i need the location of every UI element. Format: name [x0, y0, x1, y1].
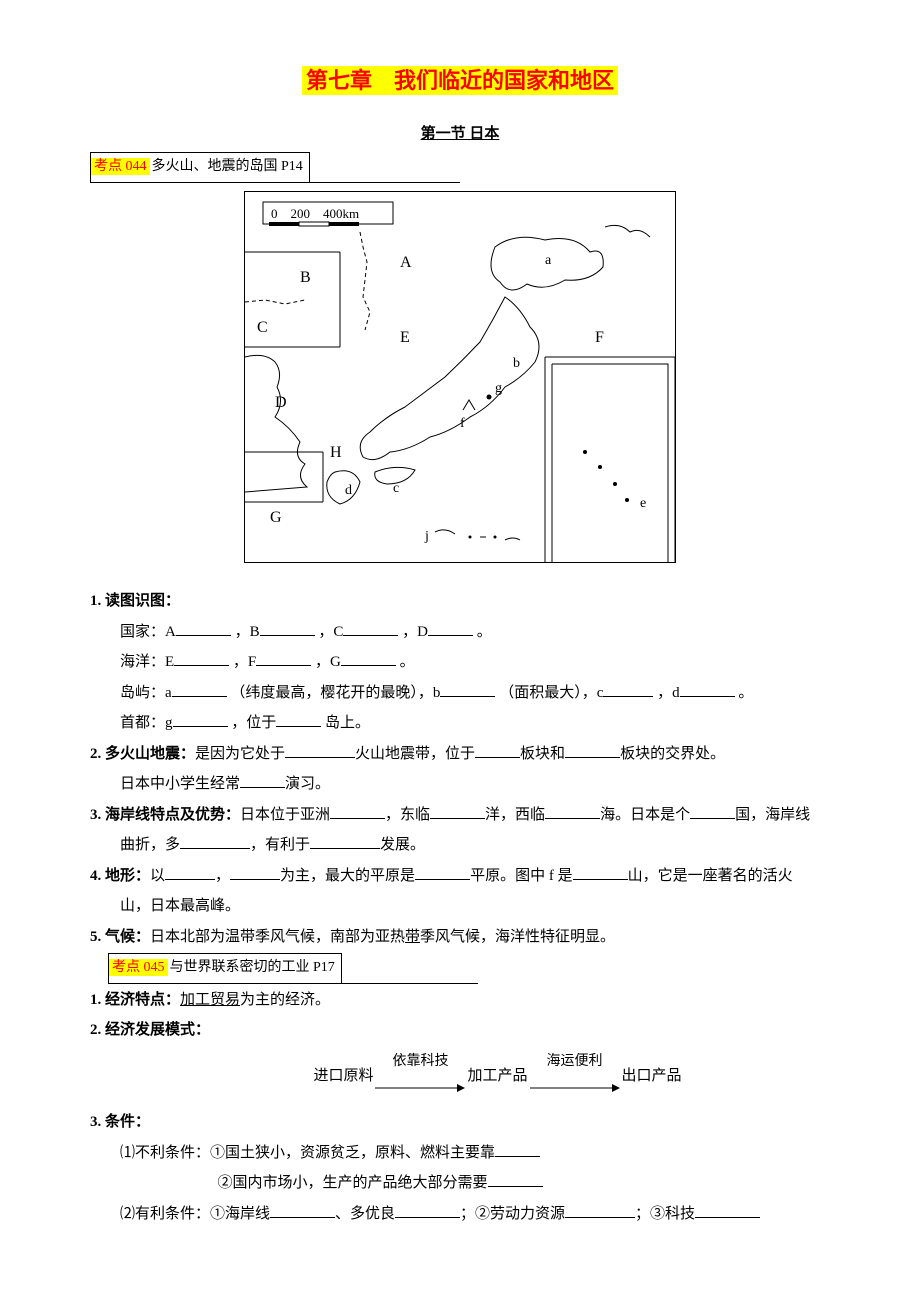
- section-title: 第一节 日本: [90, 120, 830, 149]
- flow-node-import: 进口原料: [313, 1062, 373, 1091]
- svg-text:B: B: [300, 269, 311, 286]
- japan-map: 0 200 400km A B C D E F G H a b c d e f …: [90, 191, 830, 574]
- svg-text:a: a: [545, 253, 552, 268]
- flow-label-tech: 依靠科技: [373, 1049, 467, 1076]
- q3: 3. 海岸线特点及优势：日本位于亚洲，东临洋，西临海。日本是个国，海岸线: [90, 801, 830, 830]
- svg-text:b: b: [513, 356, 520, 371]
- svg-text:A: A: [400, 254, 412, 271]
- q1-line-oceans: 海洋：E ，F ，G 。: [90, 648, 830, 677]
- svg-text:H: H: [330, 444, 342, 461]
- q4-line2: 山，日本最高峰。: [90, 892, 830, 921]
- svg-text:g: g: [495, 381, 502, 396]
- exam-point-044: 考点 044多火山、地震的岛国 P14: [90, 152, 830, 183]
- exam-point-045-tag: 考点 045: [109, 959, 168, 976]
- arrow-icon: [530, 1082, 620, 1094]
- svg-text:j: j: [424, 529, 429, 544]
- e3-head: 3. 条件：: [90, 1108, 830, 1137]
- svg-text:C: C: [257, 319, 268, 336]
- q1-line-capital: 首都：g ，位于 岛上。: [90, 709, 830, 738]
- exam-point-045-text: 与世界联系密切的工业 P17: [170, 960, 335, 975]
- e1: 1. 经济特点：加工贸易为主的经济。: [90, 986, 830, 1015]
- exam-point-044-tag: 考点 044: [91, 158, 150, 175]
- q5: 5. 气候：日本北部为温带季风气候，南部为亚热带季风气候，海洋性特征明显。: [90, 923, 830, 952]
- q1-line-islands: 岛屿：a （纬度最高，樱花开的最晚），b （面积最大），c ，d 。: [90, 679, 830, 708]
- svg-text:F: F: [595, 329, 604, 346]
- q2-line2: 日本中小学生经常演习。: [90, 770, 830, 799]
- chapter-title: 第七章 我们临近的国家和地区: [90, 60, 830, 102]
- svg-text:D: D: [275, 394, 287, 411]
- q1-head: 1. 读图识图：: [90, 587, 830, 616]
- map-scale-text: 0 200 400km: [271, 206, 359, 221]
- e3-line1a: ⑴不利条件：①国土狭小，资源贫乏，原料、燃料主要靠: [90, 1139, 830, 1168]
- q4: 4. 地形：以，为主，最大的平原是平原。图中 f 是山，它是一座著名的活火: [90, 862, 830, 891]
- economy-flow: 进口原料 依靠科技 加工产品 海运便利 出口产品: [165, 1049, 830, 1104]
- q3-line2: 曲折，多，有利于发展。: [90, 831, 830, 860]
- svg-text:e: e: [640, 496, 646, 511]
- svg-text:G: G: [270, 509, 282, 526]
- q2: 2. 多火山地震：是因为它处于火山地震带，位于板块和板块的交界处。: [90, 740, 830, 769]
- e3-line1b: ②国内市场小，生产的产品绝大部分需要: [90, 1169, 830, 1198]
- exam-point-044-text: 多火山、地震的岛国 P14: [152, 159, 303, 174]
- svg-text:E: E: [400, 329, 410, 346]
- svg-text:d: d: [345, 483, 352, 498]
- e3-line2: ⑵有利条件：①海岸线、多优良；②劳动力资源；③科技: [90, 1200, 830, 1229]
- flow-node-export: 出口产品: [622, 1062, 682, 1091]
- e2-head: 2. 经济发展模式：: [90, 1016, 830, 1045]
- arrow-icon: [375, 1082, 465, 1094]
- svg-text:c: c: [393, 481, 399, 496]
- q1-line-countries: 国家：A ，B ，C ，D 。: [90, 618, 830, 647]
- svg-text:f: f: [460, 416, 465, 431]
- flow-label-shipping: 海运便利: [528, 1049, 622, 1076]
- exam-point-045: 考点 045与世界联系密切的工业 P17: [108, 953, 830, 984]
- flow-node-process: 加工产品: [467, 1062, 527, 1091]
